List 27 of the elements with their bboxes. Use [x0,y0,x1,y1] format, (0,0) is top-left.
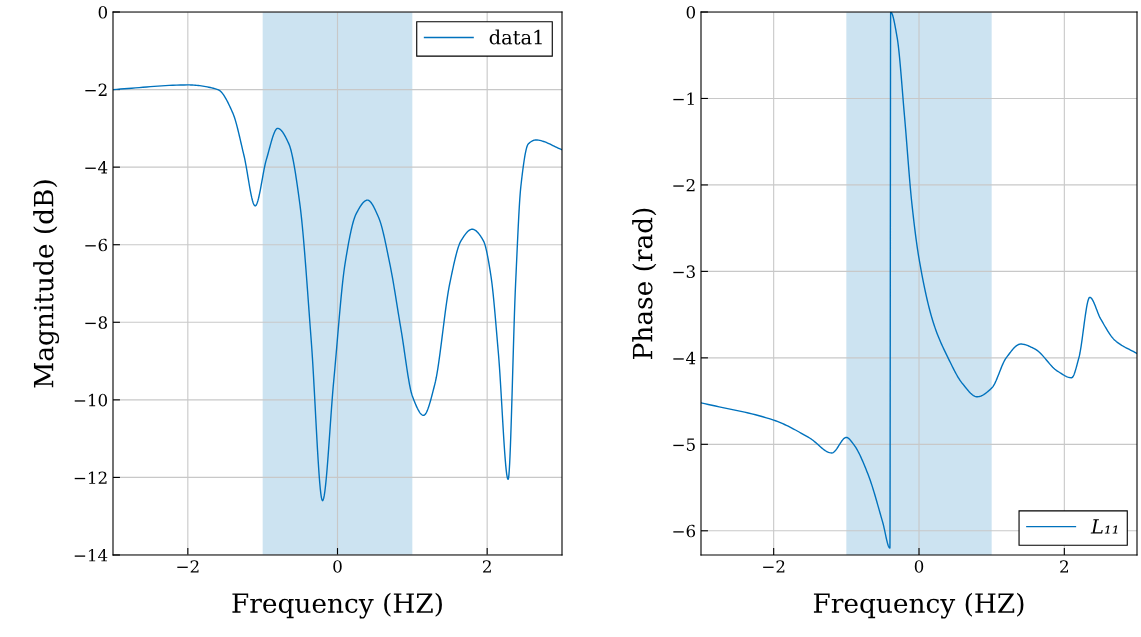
y-tick-label: −10 [74,393,108,407]
y-tick-label: −4 [673,351,696,365]
x-axis-title: Frequency (HZ) [232,592,442,619]
y-tick-label: −8 [85,316,108,329]
x-tick-label: 2 [482,560,491,573]
legend-label: L₁₁ [1090,519,1118,534]
y-tick-label: −1 [673,92,694,105]
x-tick-label: 0 [914,560,924,573]
y-tick-label: −4 [85,161,108,174]
y-axis-title: Phase (rad) [632,208,657,359]
legend-label: data1 [489,29,542,45]
x-tick-label: −2 [177,560,199,573]
x-tick-label: 0 [333,560,342,573]
y-axis-title: Magnitude (dB) [33,180,60,388]
y-tick-label: −2 [85,83,107,96]
y-tick-label: −6 [85,238,108,252]
x-tick-label: 2 [1060,560,1068,573]
y-tick-label: −6 [673,524,696,538]
y-tick-label: 0 [98,5,108,19]
y-tick-label: −12 [74,471,107,484]
x-axis-title: Frequency (HZ) [813,592,1024,619]
y-tick-label: −5 [673,438,695,451]
x-tick-label: −2 [763,560,785,573]
y-tick-label: −2 [673,178,695,192]
y-tick-label: −3 [673,265,695,278]
y-tick-label: 0 [686,5,696,19]
y-tick-label: −14 [74,548,108,562]
